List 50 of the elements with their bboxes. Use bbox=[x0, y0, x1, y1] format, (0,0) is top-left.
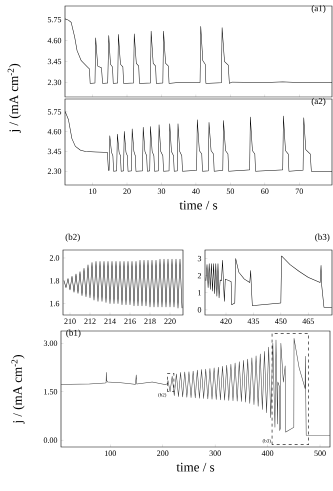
x-tick-label: 30 bbox=[158, 188, 166, 194]
y-tick-label: 3.00 bbox=[44, 340, 58, 346]
y-tick-label: 5.75 bbox=[48, 16, 62, 22]
y-tick-label: 1 bbox=[198, 290, 201, 296]
x-tick-label: 70 bbox=[296, 188, 303, 194]
y-tick-label: 2 bbox=[198, 273, 202, 278]
x-tick-label: 10 bbox=[89, 188, 96, 194]
x-tick-label: 220 bbox=[164, 318, 176, 324]
line-series bbox=[61, 338, 330, 436]
y-axis-title: j / (mA cm$^{-2}$) bbox=[8, 64, 21, 133]
y-tick-label: 0 bbox=[198, 307, 202, 313]
y-tick-label: 1.8 bbox=[50, 278, 60, 284]
y-tick-label: 4.60 bbox=[48, 128, 62, 134]
x-axis-title: time / s bbox=[176, 462, 214, 472]
y-tick-label: 1.6 bbox=[50, 300, 60, 306]
x-tick-label: 20 bbox=[123, 188, 131, 194]
chart-title: (a1) bbox=[312, 4, 326, 14]
y-tick-label: 3.45 bbox=[48, 148, 62, 154]
x-tick-label: 300 bbox=[210, 450, 221, 456]
x-tick-label: 50 bbox=[226, 188, 234, 194]
y-tick-label: 5.75 bbox=[48, 109, 62, 115]
y-axis-title: j / (mA cm$^{-2}$) bbox=[11, 355, 25, 424]
y-tick-label: 4.60 bbox=[48, 38, 62, 44]
chart-title: (b1) bbox=[66, 330, 80, 338]
x-tick-label: 210 bbox=[64, 318, 76, 324]
x-axis-title: time / s bbox=[179, 200, 218, 210]
x-tick-label: 40 bbox=[192, 188, 200, 194]
x-tick-label: 420 bbox=[220, 318, 232, 324]
x-tick-label: 450 bbox=[274, 318, 287, 324]
chart-title: (b3) bbox=[315, 234, 330, 242]
chart-title: (a2) bbox=[312, 98, 326, 106]
x-tick-label: 435 bbox=[248, 318, 260, 324]
y-tick-label: 2.30 bbox=[48, 80, 62, 86]
y-tick-label: 1.50 bbox=[44, 389, 58, 394]
x-tick-label: 60 bbox=[261, 188, 269, 194]
chart-title: (b2) bbox=[66, 234, 80, 242]
y-tick-label: 3 bbox=[198, 256, 202, 262]
y-tick-label: 2.0 bbox=[50, 255, 60, 261]
x-tick-label: 100 bbox=[104, 450, 116, 456]
x-tick-label: 214 bbox=[104, 318, 116, 324]
y-tick-label: 3.45 bbox=[48, 58, 62, 64]
y-tick-label: 0.00 bbox=[44, 438, 58, 443]
x-tick-label: 218 bbox=[144, 318, 156, 324]
x-tick-label: 500 bbox=[314, 450, 326, 456]
x-tick-label: 212 bbox=[84, 318, 96, 324]
x-tick-label: 400 bbox=[262, 450, 274, 456]
x-tick-label: 465 bbox=[302, 318, 314, 324]
x-tick-label: 216 bbox=[124, 318, 136, 324]
y-tick-label: 2.30 bbox=[48, 168, 62, 174]
x-tick-label: 200 bbox=[157, 450, 168, 456]
